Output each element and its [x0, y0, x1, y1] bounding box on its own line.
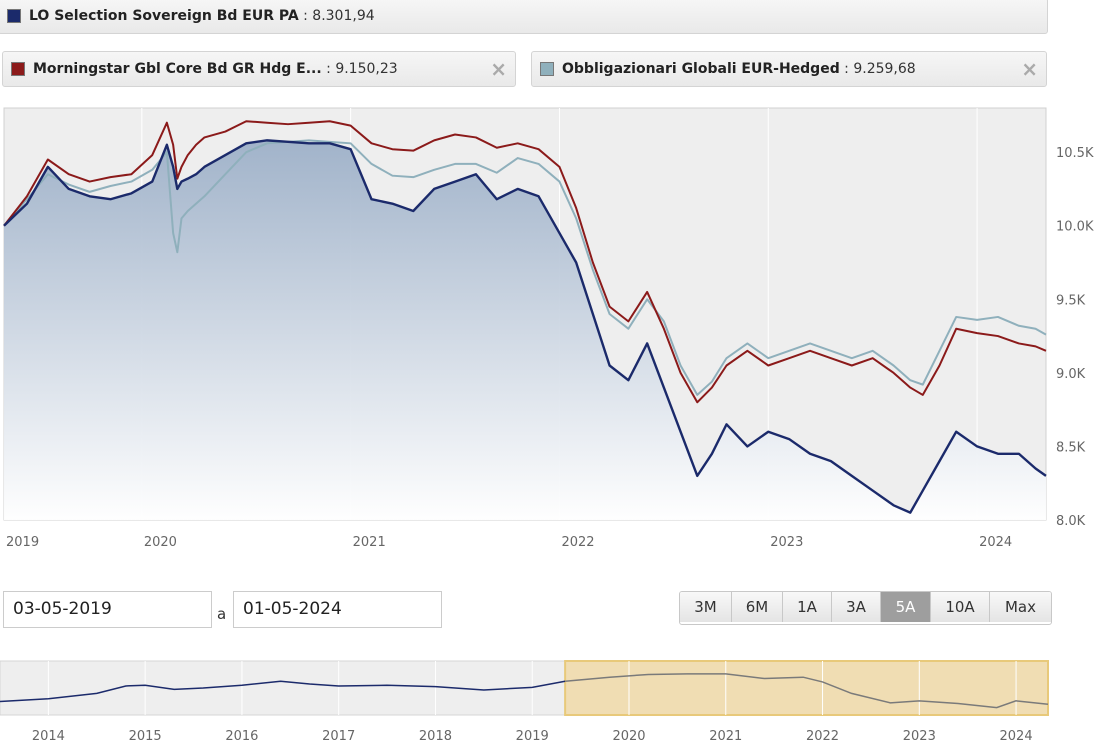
series-color-swatch — [7, 9, 21, 23]
series-line-lo-selection-sovereign-bd-eur-pa — [3, 139, 1047, 514]
series-color-swatch — [540, 62, 554, 76]
range-button-10a[interactable]: 10A — [931, 592, 990, 622]
legend-label: Obbligazionari Globali EUR-Hedged : 9.25… — [562, 61, 916, 77]
y-tick-label: 10.0K — [1056, 220, 1094, 235]
x-tick-label: 2022 — [561, 535, 594, 550]
range-button-6m[interactable]: 6M — [732, 592, 783, 622]
navigator-series-line-history — [0, 680, 566, 703]
range-selector: 3M 6M 1A 3A 5A 10A Max — [679, 591, 1052, 625]
range-button-3m[interactable]: 3M — [680, 592, 732, 622]
navigator-x-tick-label: 2015 — [129, 729, 162, 744]
range-button-1a[interactable]: 1A — [783, 592, 832, 622]
y-tick-label: 8.5K — [1056, 440, 1086, 455]
navigator-x-tick-label: 2024 — [1000, 729, 1033, 744]
navigator-x-tick-label: 2019 — [516, 729, 549, 744]
fund-area-fill — [4, 140, 1046, 520]
x-tick-label: 2020 — [144, 535, 177, 550]
x-tick-label: 2024 — [979, 535, 1012, 550]
y-tick-label: 9.5K — [1056, 293, 1086, 308]
legend-item-fund[interactable]: LO Selection Sovereign Bd EUR PA : 8.301… — [0, 0, 1048, 34]
range-button-max[interactable]: Max — [990, 592, 1051, 622]
performance-line-chart[interactable]: 8.0K 8.5K 9.0K 9.5K 10.0K 10.5K 2019 2020 2021 2… — [0, 100, 1098, 560]
legend-label: LO Selection Sovereign Bd EUR PA : 8.301… — [29, 8, 375, 24]
end-date-input[interactable]: 01-05-2024 — [233, 591, 442, 628]
range-button-3a[interactable]: 3A — [832, 592, 881, 622]
close-icon[interactable]: × — [1021, 57, 1038, 81]
x-tick-label: 2019 — [6, 535, 39, 550]
range-button-5a[interactable]: 5A — [881, 592, 931, 622]
legend-item-benchmark[interactable]: Morningstar Gbl Core Bd GR Hdg E... : 9.… — [2, 51, 516, 87]
navigator-x-tick-label: 2014 — [32, 729, 65, 744]
series-color-swatch — [11, 62, 25, 76]
navigator-chart[interactable]: 2014 2015 2016 2017 2018 2019 2020 2021 2022 2023… — [0, 658, 1098, 748]
navigator-x-tick-label: 2017 — [322, 729, 355, 744]
navigator-selection[interactable] — [564, 660, 1050, 716]
series-line-obbligazionari-globali-eur-hedged — [3, 139, 1047, 396]
x-tick-label: 2021 — [353, 535, 386, 550]
navigator-x-tick-label: 2023 — [903, 729, 936, 744]
y-tick-label: 9.0K — [1056, 367, 1086, 382]
x-tick-label: 2023 — [770, 535, 803, 550]
legend-label: Morningstar Gbl Core Bd GR Hdg E... : 9.… — [33, 61, 398, 77]
navigator-x-tick-label: 2016 — [225, 729, 258, 744]
navigator-x-tick-label: 2018 — [419, 729, 452, 744]
navigator-x-tick-label: 2021 — [709, 729, 742, 744]
series-line-morningstar-gbl-core-bd-gr-hdg-e — [3, 120, 1047, 404]
legend-item-category[interactable]: Obbligazionari Globali EUR-Hedged : 9.25… — [531, 51, 1047, 87]
y-tick-label: 8.0K — [1056, 514, 1086, 529]
navigator-x-tick-label: 2022 — [806, 729, 839, 744]
close-icon[interactable]: × — [490, 57, 507, 81]
y-tick-label: 10.5K — [1056, 146, 1094, 161]
start-date-input[interactable]: 03-05-2019 — [3, 591, 212, 628]
date-separator: a — [217, 605, 227, 623]
navigator-x-tick-label: 2020 — [612, 729, 645, 744]
navigator-series-line-selected — [565, 673, 1049, 709]
